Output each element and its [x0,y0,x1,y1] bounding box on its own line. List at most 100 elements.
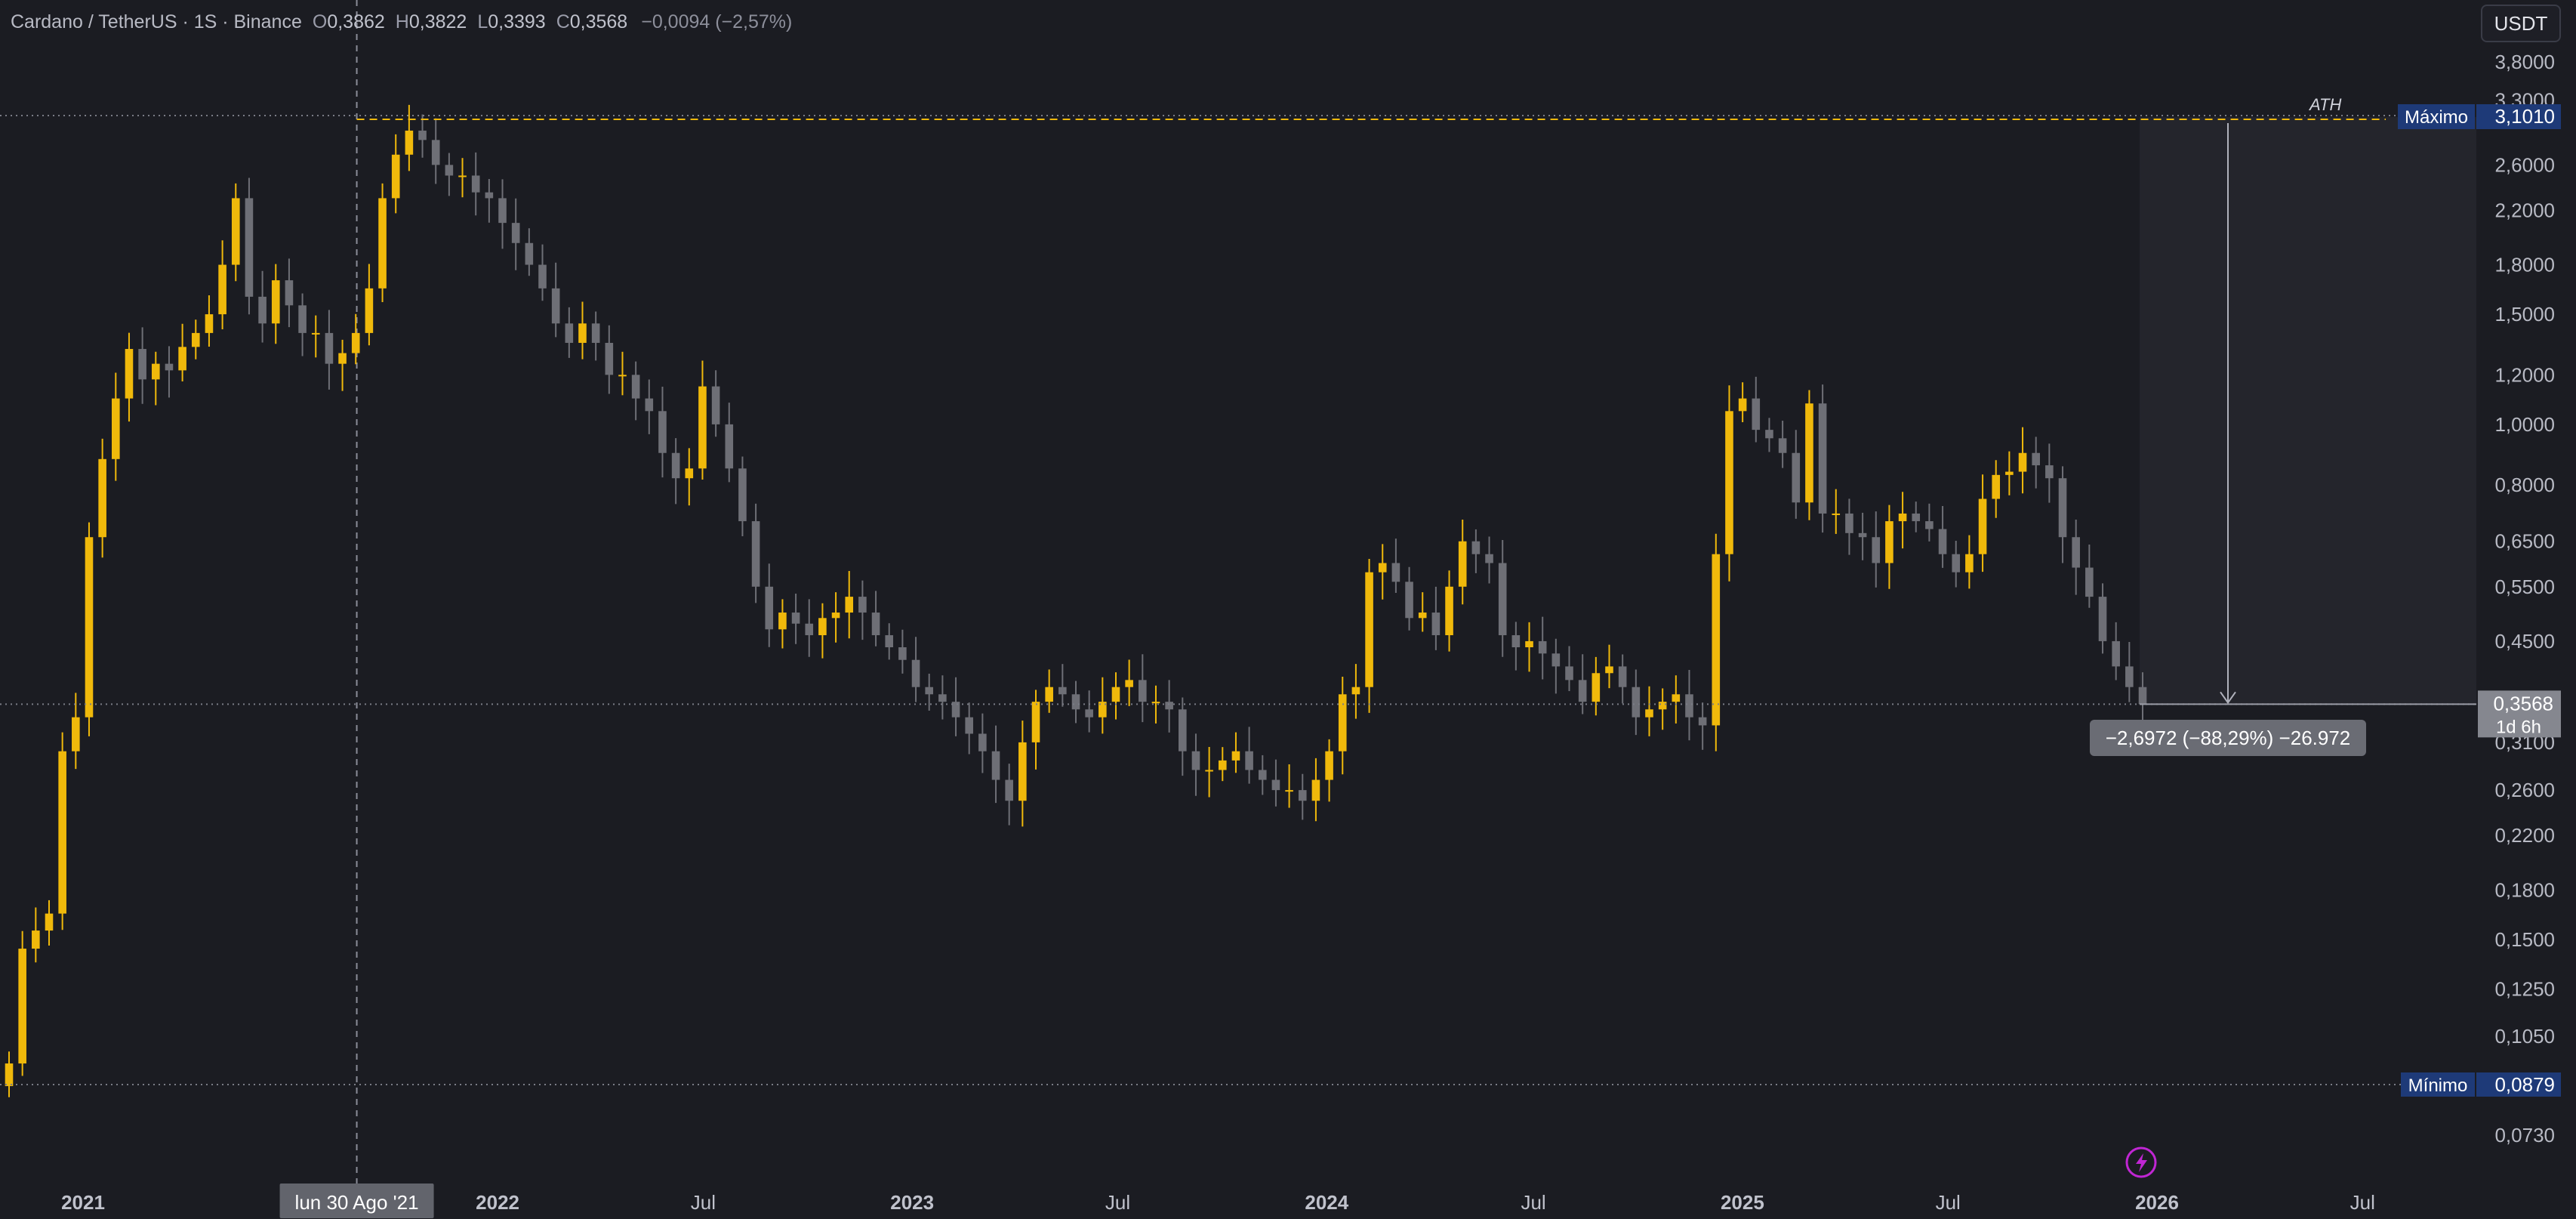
candle-body[interactable] [1818,403,1827,514]
candle-body[interactable] [1418,613,1427,619]
candle-body[interactable] [551,288,560,324]
candle-body[interactable] [1125,680,1133,687]
y-axis[interactable]: 3,80003,30002,60002,20001,80001,50001,20… [2494,51,2555,1146]
candle-body[interactable] [538,264,547,289]
candle-body[interactable] [1992,474,2001,499]
candle-body[interactable] [938,694,947,702]
candle-body[interactable] [1431,613,1441,636]
symbol-title[interactable]: Cardano / TetherUS · 1S · Binance [11,11,302,32]
candle-body[interactable] [725,424,734,469]
candle-body[interactable] [818,618,827,636]
candle-body[interactable] [1952,554,1961,572]
candle-body[interactable] [271,280,280,324]
candle-body[interactable] [1378,563,1387,572]
candle-body[interactable] [1845,513,1853,533]
candle-body[interactable] [1698,717,1707,726]
candle-body[interactable] [1471,541,1481,554]
candle-body[interactable] [991,751,1000,780]
candle-body[interactable] [1098,702,1107,718]
candle-body[interactable] [1872,537,1881,563]
candle-body[interactable] [1338,694,1347,751]
candle-body[interactable] [1045,687,1053,702]
candle-body[interactable] [1258,770,1267,780]
candle-body[interactable] [1365,572,1373,687]
candle-body[interactable] [1738,398,1747,412]
candle-body[interactable] [1018,742,1027,801]
candle-body[interactable] [445,165,454,176]
candle-body[interactable] [2045,465,2054,479]
candle-body[interactable] [1511,635,1521,647]
candle-body[interactable] [298,305,307,333]
candle-body[interactable] [925,687,934,695]
candle-body[interactable] [2125,666,2134,687]
candle-body[interactable] [1191,751,1200,770]
candle-body[interactable] [1139,680,1147,702]
candle-body[interactable] [2005,471,2014,475]
candle-body[interactable] [631,375,640,399]
candle-body[interactable] [431,140,440,165]
candle-body[interactable] [1485,554,1493,563]
candle-body[interactable] [898,647,907,660]
candle-body[interactable] [525,242,534,265]
candle-body[interactable] [178,347,186,371]
candle-body[interactable] [2018,452,2027,472]
candle-body[interactable] [58,751,66,914]
candle-body[interactable] [1151,702,1160,704]
candle-body[interactable] [1391,563,1400,582]
candle-body[interactable] [191,332,200,347]
candle-body[interactable] [1778,438,1787,453]
candle-body[interactable] [98,458,106,538]
candle-body[interactable] [591,323,600,343]
candle-body[interactable] [1551,653,1561,667]
candle-body[interactable] [1311,779,1320,801]
candle-body[interactable] [1792,452,1801,503]
candle-body[interactable] [605,342,614,375]
candle-body[interactable] [391,154,400,199]
candle-body[interactable] [871,613,880,636]
candle-body[interactable] [351,332,360,353]
candle-body[interactable] [1712,554,1721,726]
candle-body[interactable] [1351,687,1360,695]
candle-body[interactable] [511,223,520,243]
candle-body[interactable] [1912,513,1921,522]
candle-body[interactable] [1592,673,1601,702]
candle-body[interactable] [711,386,720,424]
candle-body[interactable] [765,586,774,630]
candle-body[interactable] [338,353,347,364]
currency-button[interactable]: USDT [2481,5,2561,42]
candle-body[interactable] [378,198,387,289]
candle-body[interactable] [1405,582,1413,619]
candle-body[interactable] [1005,779,1013,801]
candle-body[interactable] [1672,694,1681,702]
candle-body[interactable] [1458,541,1467,587]
candle-body[interactable] [311,332,320,335]
candle-body[interactable] [1752,398,1761,431]
candle-body[interactable] [125,349,134,399]
candle-body[interactable] [658,411,667,453]
candle-body[interactable] [1085,709,1093,718]
candle-body[interactable] [1965,554,1974,572]
candle-body[interactable] [5,1063,14,1087]
candle-body[interactable] [2072,537,2080,568]
candle-body[interactable] [112,398,120,459]
candle-body[interactable] [72,717,80,751]
candle-body[interactable] [1218,760,1227,770]
candle-body[interactable] [2138,687,2147,705]
candle-body[interactable] [671,452,680,479]
candle-body[interactable] [1658,702,1667,710]
candle-body[interactable] [1165,702,1173,710]
candle-body[interactable] [978,733,987,751]
candle-body[interactable] [1898,513,1907,522]
candle-body[interactable] [1885,521,1893,563]
candle-body[interactable] [1179,709,1187,751]
candle-body[interactable] [578,323,587,343]
candle-body[interactable] [2098,597,2107,641]
candle-body[interactable] [858,597,867,613]
candle-body[interactable] [218,264,226,315]
candle-body[interactable] [205,314,214,333]
candle-body[interactable] [1245,751,1253,770]
candle-body[interactable] [565,323,574,343]
x-axis[interactable]: 2021 2022 Jul 2023 Jul 2024 Jul 2025 Jul 2026 Jul [61,1191,2375,1214]
candle-body[interactable] [791,613,800,624]
candle-body[interactable] [2112,640,2120,667]
